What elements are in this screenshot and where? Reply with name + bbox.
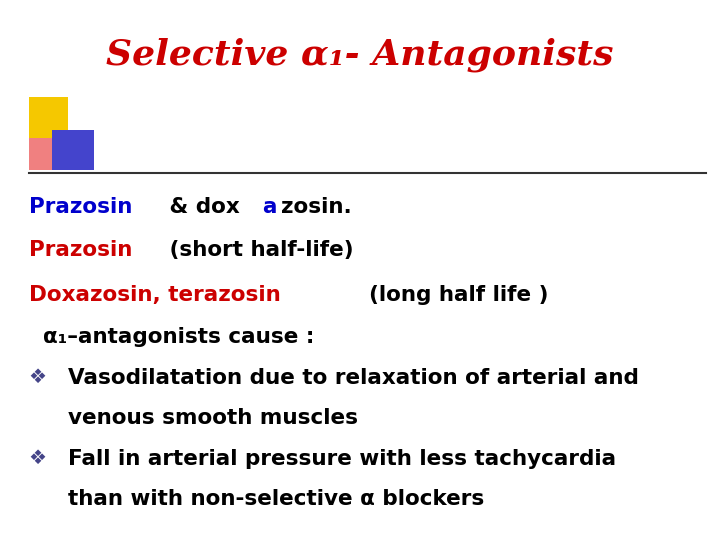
Text: than with non-selective α blockers: than with non-selective α blockers — [68, 489, 485, 509]
FancyBboxPatch shape — [29, 97, 68, 138]
Text: zosin.: zosin. — [282, 197, 352, 217]
Text: Selective α₁- Antagonists: Selective α₁- Antagonists — [107, 38, 613, 72]
FancyBboxPatch shape — [52, 130, 94, 170]
Text: & dox: & dox — [162, 197, 240, 217]
Text: α₁–antagonists cause :: α₁–antagonists cause : — [43, 327, 315, 347]
Text: (short half-life): (short half-life) — [162, 240, 354, 260]
Text: Fall in arterial pressure with less tachycardia: Fall in arterial pressure with less tach… — [68, 449, 616, 469]
Text: ❖: ❖ — [29, 368, 47, 387]
Text: Prazosin: Prazosin — [29, 240, 132, 260]
Text: Vasodilatation due to relaxation of arterial and: Vasodilatation due to relaxation of arte… — [68, 368, 639, 388]
Text: (long half life ): (long half life ) — [354, 285, 548, 305]
Text: Prazosin: Prazosin — [29, 197, 132, 217]
Text: ❖: ❖ — [29, 449, 47, 468]
Text: Doxazosin, terazosin: Doxazosin, terazosin — [29, 285, 281, 305]
Text: venous smooth muscles: venous smooth muscles — [68, 408, 359, 428]
FancyBboxPatch shape — [29, 138, 59, 170]
Text: a: a — [263, 197, 277, 217]
